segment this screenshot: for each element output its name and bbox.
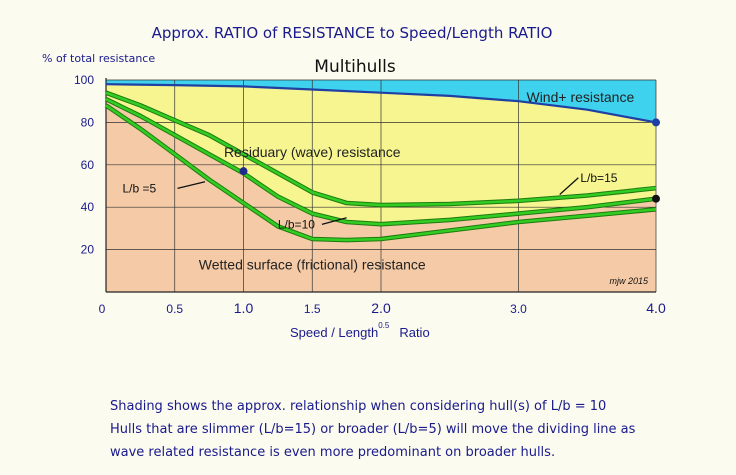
- data-marker-1: [239, 167, 248, 176]
- x-axis-label-exponent: 0.5: [378, 321, 390, 330]
- series-label-3: L/b=15: [580, 171, 617, 185]
- region-label-1: Wind+ resistance: [526, 89, 634, 105]
- region-label-3: Wetted surface (frictional) resistance: [199, 256, 426, 272]
- series-line-3: [105, 91, 657, 207]
- series-label-1: L/b =5: [123, 181, 157, 195]
- y-tick-label-40: 40: [81, 200, 95, 214]
- series-leader-1: [177, 181, 206, 189]
- series-leader-2: [321, 217, 347, 226]
- caption-line-1: Shading shows the approx. relationship w…: [110, 399, 606, 414]
- y-axis-label: % of total resistance: [42, 52, 155, 65]
- wind-boundary-line: [105, 83, 657, 124]
- region-label-2: Residuary (wave) resistance: [224, 144, 401, 160]
- x-tick-label-0: 0: [99, 302, 106, 316]
- chart-subtitle: Multihulls: [314, 57, 396, 77]
- x-tick-label-1.0: 1.0: [234, 300, 254, 316]
- x-tick-label-2.0: 2.0: [371, 300, 391, 316]
- series-line-2: [105, 97, 657, 226]
- data-marker-2: [652, 118, 660, 127]
- x-axis-label-suffix: Ratio: [399, 325, 429, 340]
- x-tick-label-1.5: 1.5: [304, 302, 321, 316]
- caption-line-3: wave related resistance is even more pre…: [110, 445, 555, 460]
- x-axis-label: Speed / Length0.5 Ratio: [290, 321, 430, 340]
- chart-title: Approx. RATIO of RESISTANCE to Speed/Len…: [152, 24, 553, 42]
- series-line-1: [105, 104, 657, 242]
- y-tick-label-100: 100: [74, 73, 94, 87]
- y-tick-label-20: 20: [81, 243, 95, 257]
- y-tick-label-60: 60: [81, 158, 95, 172]
- x-tick-label-4.0: 4.0: [646, 300, 666, 316]
- data-marker-3: [652, 194, 660, 203]
- x-axis-label-main: Speed / Length: [290, 325, 378, 340]
- x-tick-label-0.5: 0.5: [166, 302, 183, 316]
- y-tick-label-80: 80: [81, 115, 95, 129]
- series-label-2: L/b=10: [278, 217, 315, 231]
- series-leader-3: [559, 177, 579, 195]
- caption-line-2: Hulls that are slimmer (L/b=15) or broad…: [110, 422, 636, 437]
- x-tick-label-3.0: 3.0: [510, 302, 527, 316]
- author-note: mjw 2015: [609, 276, 649, 286]
- plot-area: 100 80 60 40 20 0 0.5 1.0 1.5 2.0 3.0 4.0 Wind+ resi…: [74, 73, 666, 316]
